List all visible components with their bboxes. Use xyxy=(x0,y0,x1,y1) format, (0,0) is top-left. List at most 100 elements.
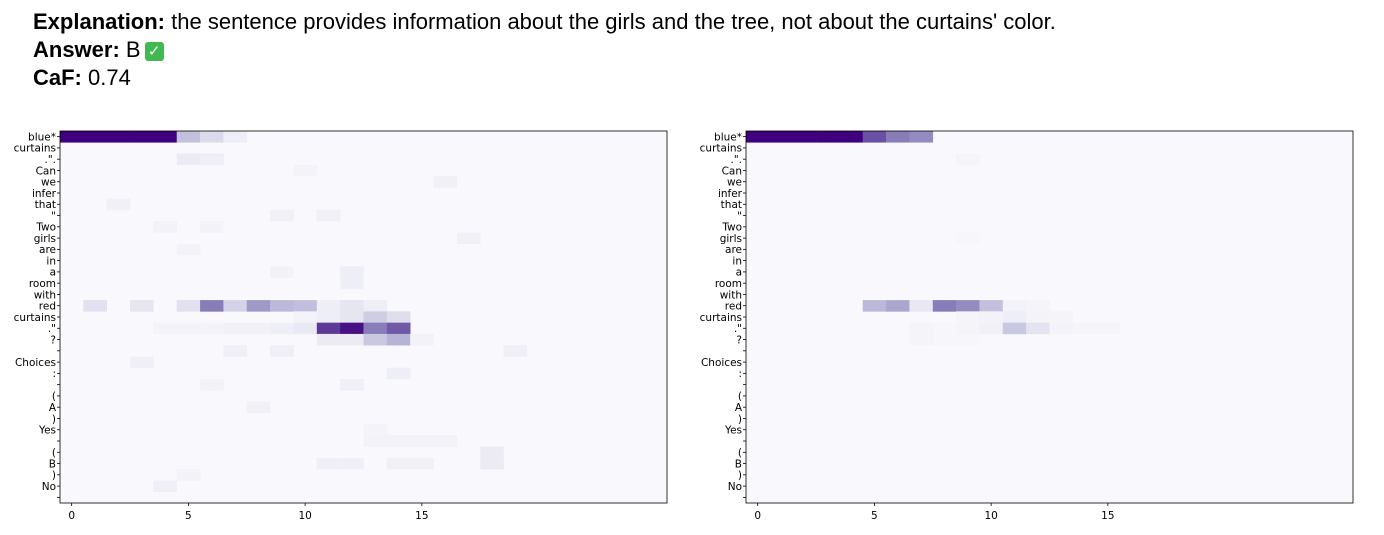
heatmap-cell xyxy=(293,164,318,177)
heatmap-cell xyxy=(932,322,957,335)
heatmap-cell xyxy=(176,243,201,256)
y-tick-label: ? xyxy=(736,334,742,346)
heatmap-cell xyxy=(363,435,388,447)
heatmap-cell xyxy=(316,333,341,346)
y-tick-label: a xyxy=(50,267,56,279)
y-tick-label: ) xyxy=(52,413,56,425)
heatmap-cell xyxy=(200,131,224,143)
heatmap-cell xyxy=(410,457,434,470)
heatmap-cell xyxy=(1026,300,1050,312)
heatmap-cell xyxy=(979,300,1004,312)
heatmap-cell xyxy=(386,435,411,447)
explanation-text: the sentence provides information about … xyxy=(171,9,1056,34)
y-tick-label: A xyxy=(49,402,57,414)
heatmap-cell xyxy=(176,300,201,312)
y-tick-label: Yes xyxy=(724,425,742,437)
heatmap-cell xyxy=(246,300,271,312)
y-tick-label: .". xyxy=(730,154,742,166)
heatmap-cell xyxy=(932,300,957,312)
y-tick-label: are xyxy=(39,244,56,256)
heatmap-cell xyxy=(106,198,131,211)
heatmap-cell xyxy=(340,322,364,335)
heatmap-cell xyxy=(1026,322,1050,335)
heatmap-cell xyxy=(956,232,980,245)
y-tick-label: .". xyxy=(44,154,56,166)
caf-line: CaF: 0.74 xyxy=(33,64,1056,92)
heatmap-cell xyxy=(200,322,224,335)
heatmap-cell xyxy=(316,322,341,335)
heatmap-cell xyxy=(270,209,294,222)
y-tick-label: B xyxy=(49,458,56,470)
y-tick-label: with xyxy=(720,289,742,301)
heatmap-cell xyxy=(769,131,793,143)
y-tick-label: red xyxy=(725,301,742,313)
heatmap-cell xyxy=(386,311,411,323)
y-tick-label: : xyxy=(52,368,56,380)
y-tick-label: ) xyxy=(738,413,742,425)
heatmap-cell xyxy=(270,300,294,312)
x-tick-label: 5 xyxy=(185,510,192,522)
heatmap-cell xyxy=(60,131,84,143)
heatmap-cell xyxy=(386,367,411,380)
heatmap-cell xyxy=(363,311,388,323)
heatmap-cell xyxy=(956,300,980,312)
heatmap-cell xyxy=(1026,311,1050,323)
heatmap-cell xyxy=(153,322,178,335)
y-tick-label: ( xyxy=(52,447,56,459)
heatmap-cell xyxy=(200,221,224,233)
y-tick-label: curtains xyxy=(14,143,56,155)
heatmap-cell xyxy=(200,379,224,391)
y-tick-label: in xyxy=(46,255,56,267)
heatmap-cell xyxy=(223,300,248,312)
caf-label: CaF: xyxy=(33,65,82,90)
heatmap-cell xyxy=(340,457,364,470)
answer-label: Answer: xyxy=(33,37,120,62)
y-tick-label: ( xyxy=(738,391,742,403)
heatmap-cell xyxy=(480,457,504,470)
answer-value: B xyxy=(125,37,141,62)
heatmap-cell xyxy=(270,322,294,335)
y-tick-label: girls xyxy=(34,233,56,245)
y-tick-label: B xyxy=(735,458,742,470)
heatmap-cell xyxy=(340,266,364,278)
heatmap-cell xyxy=(886,131,910,143)
heatmap-cell xyxy=(246,322,271,335)
y-tick-label: are xyxy=(725,244,742,256)
heatmap-cell xyxy=(293,300,318,312)
heatmap-cell xyxy=(270,266,294,278)
y-tick-label: Choices xyxy=(15,357,56,369)
heatmap-cell xyxy=(386,322,411,335)
heatmap-cell xyxy=(270,345,294,357)
y-tick-label: in xyxy=(732,255,742,267)
heatmap-cell xyxy=(909,333,934,346)
heatmap-cell xyxy=(1002,322,1027,335)
y-tick-label: ." xyxy=(734,323,742,335)
heatmap-cell xyxy=(1002,300,1027,312)
heatmap-cell xyxy=(433,176,458,188)
heatmap-cell xyxy=(1096,322,1120,335)
heatmap-cell xyxy=(1072,322,1097,335)
heatmap-cell xyxy=(340,311,364,323)
y-tick-label: " xyxy=(737,210,742,222)
heatmap-cell xyxy=(909,322,934,335)
y-tick-label: infer xyxy=(718,188,743,200)
heatmap-cell xyxy=(200,153,224,166)
y-tick-label: ) xyxy=(738,470,742,482)
y-tick-label: girls xyxy=(720,233,742,245)
y-tick-label: a xyxy=(736,267,742,279)
heatmap-cell xyxy=(176,131,201,143)
heatmap-cell xyxy=(956,153,980,166)
check-mark-icon: ✓ xyxy=(144,42,164,61)
heatmap-cell xyxy=(839,131,864,143)
y-tick-label: that xyxy=(35,199,56,211)
explanation-line: Explanation: the sentence provides infor… xyxy=(33,8,1056,36)
y-tick-label: curtains xyxy=(14,312,56,324)
heatmap-cell xyxy=(83,131,107,143)
y-tick-label: ) xyxy=(52,470,56,482)
heatmap-cell xyxy=(130,300,154,312)
caf-value: 0.74 xyxy=(88,65,131,90)
heatmap-cell xyxy=(223,322,248,335)
heatmap-cell xyxy=(956,311,980,323)
heatmap-cell xyxy=(979,311,1004,323)
y-tick-label: with xyxy=(34,289,56,301)
